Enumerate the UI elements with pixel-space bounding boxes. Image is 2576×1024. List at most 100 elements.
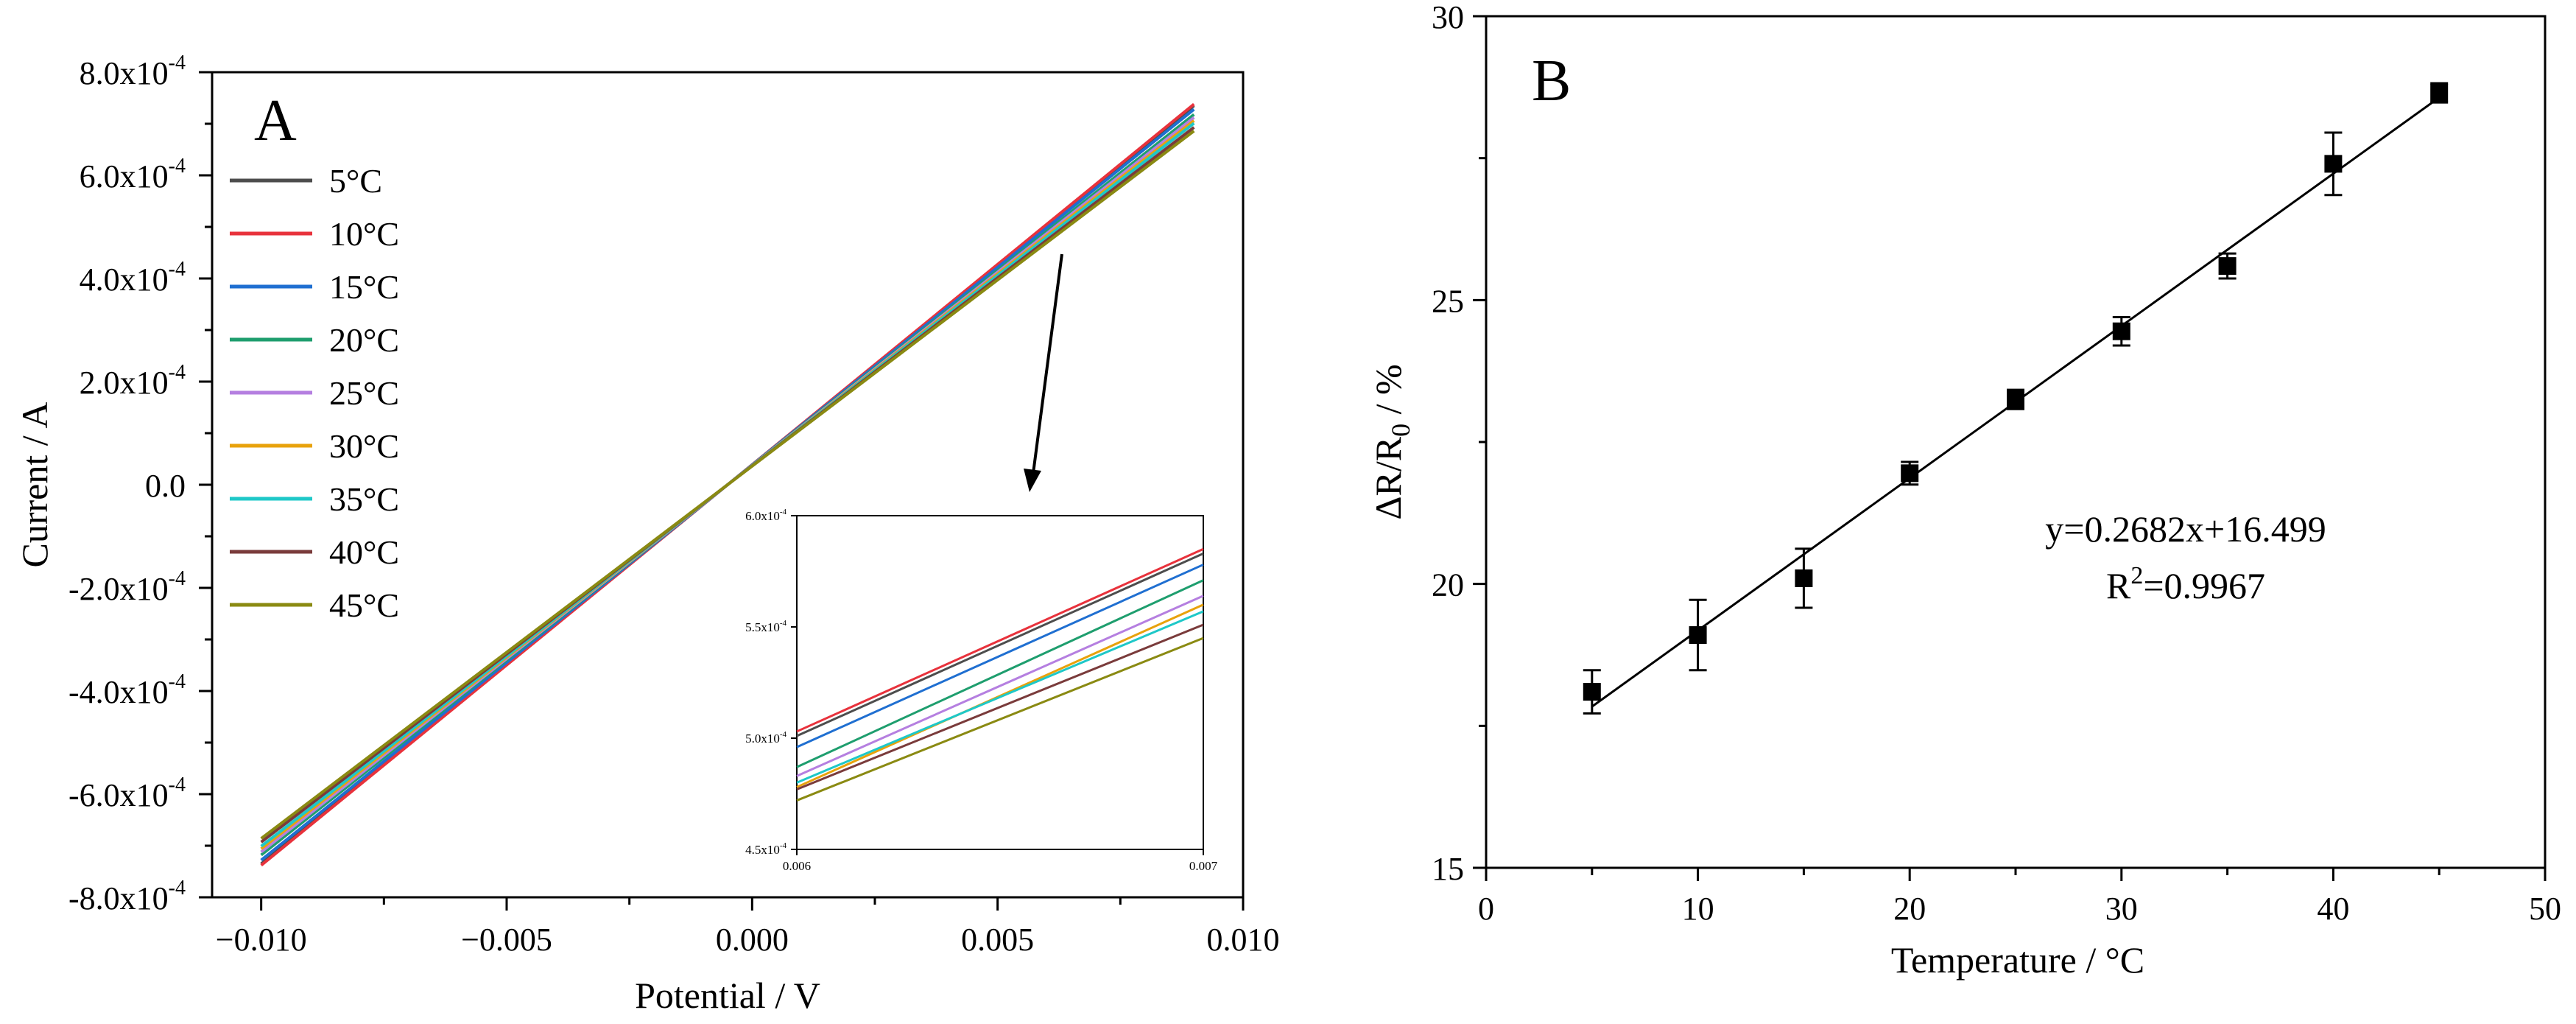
y-tick-exponent: -4 — [169, 567, 186, 590]
y-tick-label: 4.0x10-4 — [80, 258, 186, 298]
legend-label: 20°C — [329, 321, 399, 359]
square-marker — [2007, 390, 2024, 409]
x-tick-label: −0.005 — [461, 922, 552, 958]
y-tick-label: -8.0x10-4 — [68, 877, 186, 916]
y-tick-exponent: -4 — [169, 155, 186, 178]
y-tick-mantissa: -2.0x10 — [68, 571, 169, 607]
legend-label: 45°C — [329, 586, 399, 624]
panel-b-x-axis-title: Temperature / °C — [1891, 939, 2144, 981]
inset-y-tick-exponent: -4 — [780, 730, 787, 739]
legend-label: 10°C — [329, 215, 399, 253]
y-tick-label: 30 — [1432, 0, 1464, 35]
inset-ticks: 4.5x10-45.0x10-45.5x10-46.0x10-40.006 0.0… — [745, 508, 1218, 873]
inset-y-tick-exponent: -4 — [780, 619, 787, 628]
inset-y-tick-label: 4.5x10-4 — [745, 841, 786, 857]
panel-a-series-lines — [260, 102, 1195, 867]
panel-b-y-axis-title-unit: / % — [1368, 364, 1409, 424]
y-tick-mantissa: 2.0x10 — [80, 365, 169, 401]
x-tick-label: 0.010 — [1207, 922, 1280, 958]
inset-y-tick-exponent: -4 — [780, 508, 787, 516]
y-tick-mantissa: 6.0x10 — [80, 158, 169, 194]
x-tick-label: −0.010 — [216, 922, 307, 958]
panel-b-y-axis-title: ΔR/R0 / % — [1368, 364, 1415, 519]
x-tick-label: 10 — [1682, 891, 1714, 927]
y-tick-exponent: -4 — [169, 361, 186, 384]
panel-b-x-axis-title-unit: °C — [2105, 939, 2144, 981]
inset-y-tick-mantissa: 5.0x10 — [745, 732, 780, 746]
square-marker — [1795, 569, 1813, 587]
inset-series-lines — [796, 547, 1204, 802]
y-tick-label: 15 — [1432, 851, 1464, 887]
data-point — [2430, 82, 2449, 104]
inset-y-tick-label: 5.5x10-4 — [745, 619, 786, 634]
inset-y-tick-label: 6.0x10-4 — [745, 508, 786, 523]
y-tick-exponent: -4 — [169, 877, 186, 899]
panel-b-y-ticks: 15 20 25 30 — [1432, 0, 1486, 887]
data-point — [2007, 388, 2024, 410]
r-squared-sup: 2 — [2130, 562, 2143, 589]
panel-a: −0.010 −0.005 0.000 0.005 0.010 -8.0x10-4-6.… — [14, 52, 1280, 1016]
panel-a-y-axis-title: Current / A — [14, 402, 55, 568]
y-tick-label: 2.0x10-4 — [80, 361, 186, 401]
panel-b-x-axis-title-text: Temperature / — [1891, 939, 2105, 981]
inset-x-tick-label: 0.007 — [1189, 859, 1218, 873]
y-tick-label: 8.0x10-4 — [80, 52, 186, 91]
inset-series-line-7 — [796, 623, 1204, 790]
y-tick-mantissa: -4.0x10 — [68, 674, 169, 710]
inset-series-line-1 — [796, 547, 1204, 733]
y-tick-label: 20 — [1432, 567, 1464, 603]
legend-label: 5°C — [329, 162, 382, 200]
inset-y-tick-label: 5.0x10-4 — [745, 730, 786, 746]
x-tick-label: 20 — [1893, 891, 1926, 927]
data-point — [2324, 131, 2343, 197]
data-point — [1689, 598, 1707, 672]
panel-b-x-ticks: 0 10 20 30 40 50 — [1478, 868, 2561, 927]
y-tick-exponent: -4 — [169, 774, 186, 796]
x-tick-label: 0.000 — [716, 922, 789, 958]
inset-series-line-6 — [796, 610, 1204, 784]
inset-series-line-3 — [796, 579, 1204, 768]
inset-y-tick-mantissa: 5.5x10 — [745, 620, 780, 634]
y-tick-mantissa: 8.0x10 — [80, 55, 169, 91]
data-point — [1901, 460, 1919, 486]
square-marker — [2218, 257, 2237, 276]
inset-series-line-4 — [796, 595, 1204, 777]
y-tick-label: -2.0x10-4 — [68, 567, 186, 607]
panel-a-inset: 4.5x10-45.0x10-45.5x10-46.0x10-40.006 0.0… — [745, 508, 1218, 873]
y-tick-mantissa: 4.0x10 — [80, 262, 169, 298]
y-tick-label: 25 — [1432, 283, 1464, 319]
y-tick-mantissa: -8.0x10 — [68, 880, 169, 916]
panel-b-plot-frame — [1485, 15, 2547, 869]
data-point — [1583, 669, 1601, 715]
panel-a-y-ticks: -8.0x10-4-6.0x10-4-4.0x10-4-2.0x10-40.02… — [68, 52, 212, 916]
x-tick-label: 50 — [2529, 891, 2561, 927]
y-tick-exponent: -4 — [169, 258, 186, 281]
legend-label: 40°C — [329, 533, 399, 571]
panel-b-y-axis-title-sub: 0 — [1386, 424, 1415, 437]
y-tick-label: 0.0 — [145, 468, 186, 504]
data-point — [1795, 547, 1813, 609]
y-tick-label: 6.0x10-4 — [80, 155, 186, 194]
series-line-8 — [260, 130, 1195, 840]
inset-x-tick-label: 0.006 — [783, 859, 811, 873]
x-tick-label: 0 — [1478, 891, 1494, 927]
inset-series-line-8 — [796, 637, 1204, 802]
y-tick-label: -6.0x10-4 — [68, 774, 186, 813]
square-marker — [1689, 626, 1707, 645]
inset-y-tick-exponent: -4 — [780, 841, 787, 850]
data-point — [2218, 252, 2237, 280]
legend-label: 35°C — [329, 480, 399, 518]
fit-equation: y=0.2682x+16.499 — [2045, 508, 2326, 550]
y-tick-mantissa: 0.0 — [145, 468, 186, 504]
legend-label: 30°C — [329, 427, 399, 465]
inset-series-line-0 — [796, 552, 1204, 737]
r-squared-value: =0.9967 — [2143, 565, 2265, 606]
y-tick-exponent: -4 — [169, 52, 186, 74]
x-tick-label: 40 — [2317, 891, 2349, 927]
fit-r-squared: R2=0.9967 — [2106, 562, 2265, 606]
legend-label: 15°C — [329, 268, 399, 306]
square-marker — [1901, 464, 1919, 483]
panel-a-label: A — [254, 88, 297, 153]
zoom-arrow — [1024, 253, 1063, 492]
square-marker — [2430, 84, 2449, 102]
